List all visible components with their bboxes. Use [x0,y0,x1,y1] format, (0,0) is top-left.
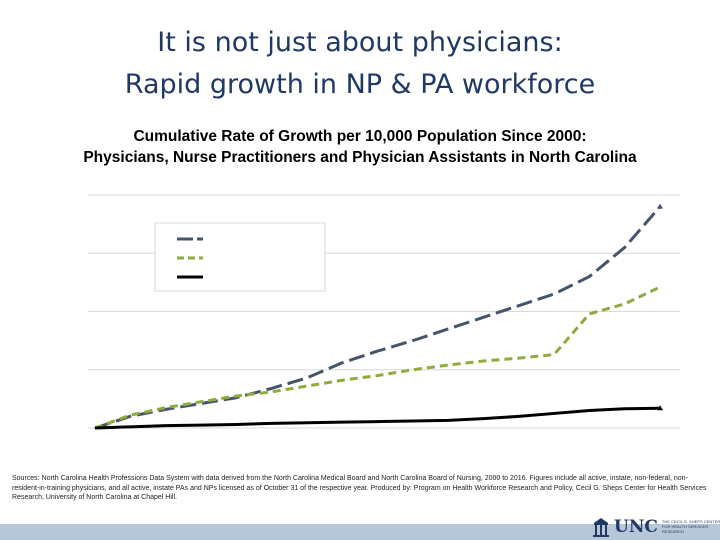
unc-logo-subtext: THE CECIL G. SHEPS CENTER FOR HEALTH SER… [661,519,720,534]
slide-title: It is not just about physicians: Rapid g… [0,22,720,106]
old-well-icon [593,517,609,537]
series-end-marker-3 [657,405,663,411]
unc-logo-text: UNC [614,516,658,537]
footer-bar [0,524,720,540]
series-line-3 [94,406,661,430]
chart-legend [154,222,326,292]
series-line-1 [94,205,662,430]
series-line-2 [94,285,661,430]
chart-title-line-1: Cumulative Rate of Growth per 10,000 Pop… [133,128,587,145]
slide-title-line-2: Rapid growth in NP & PA workforce [124,69,596,100]
sources-note: Sources: North Carolina Health Professio… [12,475,707,501]
chart-title-line-2: Physicians, Nurse Practitioners and Phys… [83,149,637,166]
slide-title-line-1: It is not just about physicians: [157,27,563,58]
chart-title: Cumulative Rate of Growth per 10,000 Pop… [0,126,720,168]
series-end-marker-1 [657,203,663,209]
chart-series [94,203,663,430]
unc-logo: UNC THE CECIL G. SHEPS CENTER FOR HEALTH… [592,513,720,540]
